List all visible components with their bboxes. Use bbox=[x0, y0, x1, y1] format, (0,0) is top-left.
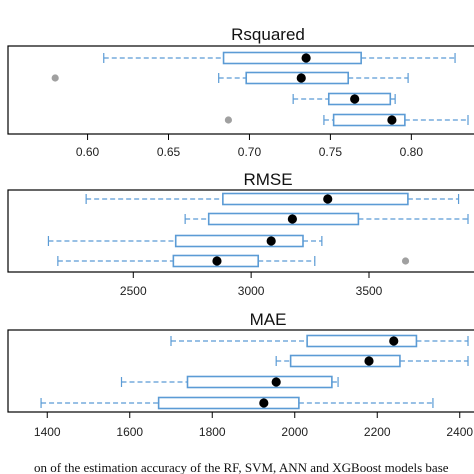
mean-point bbox=[287, 214, 297, 224]
panel-rsquared: Rsquared 0.60 0.65 0.70 0.75 0.80 bbox=[7, 25, 474, 159]
box-1 bbox=[85, 192, 460, 206]
iqr-box bbox=[207, 212, 360, 226]
panel-title: MAE bbox=[250, 310, 287, 329]
mean-point bbox=[266, 236, 276, 246]
mean-point bbox=[301, 53, 311, 63]
mean-point bbox=[364, 356, 374, 366]
tick-label: 2000 bbox=[281, 425, 308, 439]
tick-label: 1600 bbox=[116, 425, 143, 439]
panel-rmse: RMSE 2500 3000 3500 bbox=[7, 170, 474, 298]
box-2 bbox=[275, 354, 469, 368]
mean-point bbox=[323, 194, 333, 204]
plot-frame bbox=[7, 189, 474, 273]
mean-point bbox=[212, 256, 222, 266]
box-4 bbox=[40, 396, 434, 410]
iqr-box bbox=[332, 113, 406, 127]
mean-point bbox=[296, 73, 306, 83]
mean-point bbox=[387, 115, 397, 125]
tick-label: 3000 bbox=[238, 284, 265, 298]
mean-point bbox=[389, 336, 399, 346]
tick-label: 3500 bbox=[356, 284, 383, 298]
tick-label: 1400 bbox=[34, 425, 61, 439]
plot-frame bbox=[7, 45, 474, 135]
tick-label: 1800 bbox=[199, 425, 226, 439]
panel-title: RMSE bbox=[243, 170, 292, 189]
box-2 bbox=[51, 71, 409, 85]
outlier-point bbox=[51, 74, 59, 82]
outlier-point bbox=[224, 116, 233, 124]
box-3 bbox=[47, 234, 323, 248]
panels: Rsquared 0.60 0.65 0.70 0.75 0.80 RMSE 2500 3000… bbox=[7, 25, 474, 439]
tick-label: 0.80 bbox=[400, 145, 424, 159]
mean-point bbox=[350, 94, 360, 104]
iqr-box bbox=[157, 396, 300, 410]
iqr-box bbox=[289, 354, 401, 368]
iqr-box bbox=[186, 375, 333, 389]
figure-caption: on of the estimation accuracy of the RF,… bbox=[34, 460, 449, 474]
box-3 bbox=[292, 92, 396, 106]
tick-label: 0.75 bbox=[319, 145, 343, 159]
panel-mae: MAE 1400 1600 1800 2000 2200 2400 bbox=[7, 310, 474, 439]
tick-label: 0.60 bbox=[76, 145, 100, 159]
box-1 bbox=[103, 51, 456, 65]
tick-label: 2400 bbox=[446, 425, 473, 439]
panel-title: Rsquared bbox=[231, 25, 305, 44]
iqr-box bbox=[327, 92, 392, 106]
box-4 bbox=[57, 254, 410, 268]
mean-point bbox=[271, 377, 281, 387]
iqr-box bbox=[306, 334, 418, 348]
box-1 bbox=[170, 334, 469, 348]
tick-label: 0.70 bbox=[238, 145, 262, 159]
iqr-box bbox=[222, 51, 362, 65]
tick-label: 0.65 bbox=[157, 145, 181, 159]
iqr-box bbox=[174, 234, 304, 248]
tick-label: 2200 bbox=[364, 425, 391, 439]
plot-frame bbox=[7, 329, 474, 413]
box-3 bbox=[120, 375, 339, 389]
outlier-point bbox=[401, 257, 410, 265]
box-2 bbox=[184, 212, 469, 226]
iqr-box bbox=[222, 192, 409, 206]
box-4 bbox=[224, 113, 469, 127]
mean-point bbox=[259, 398, 269, 408]
tick-label: 2500 bbox=[120, 284, 147, 298]
